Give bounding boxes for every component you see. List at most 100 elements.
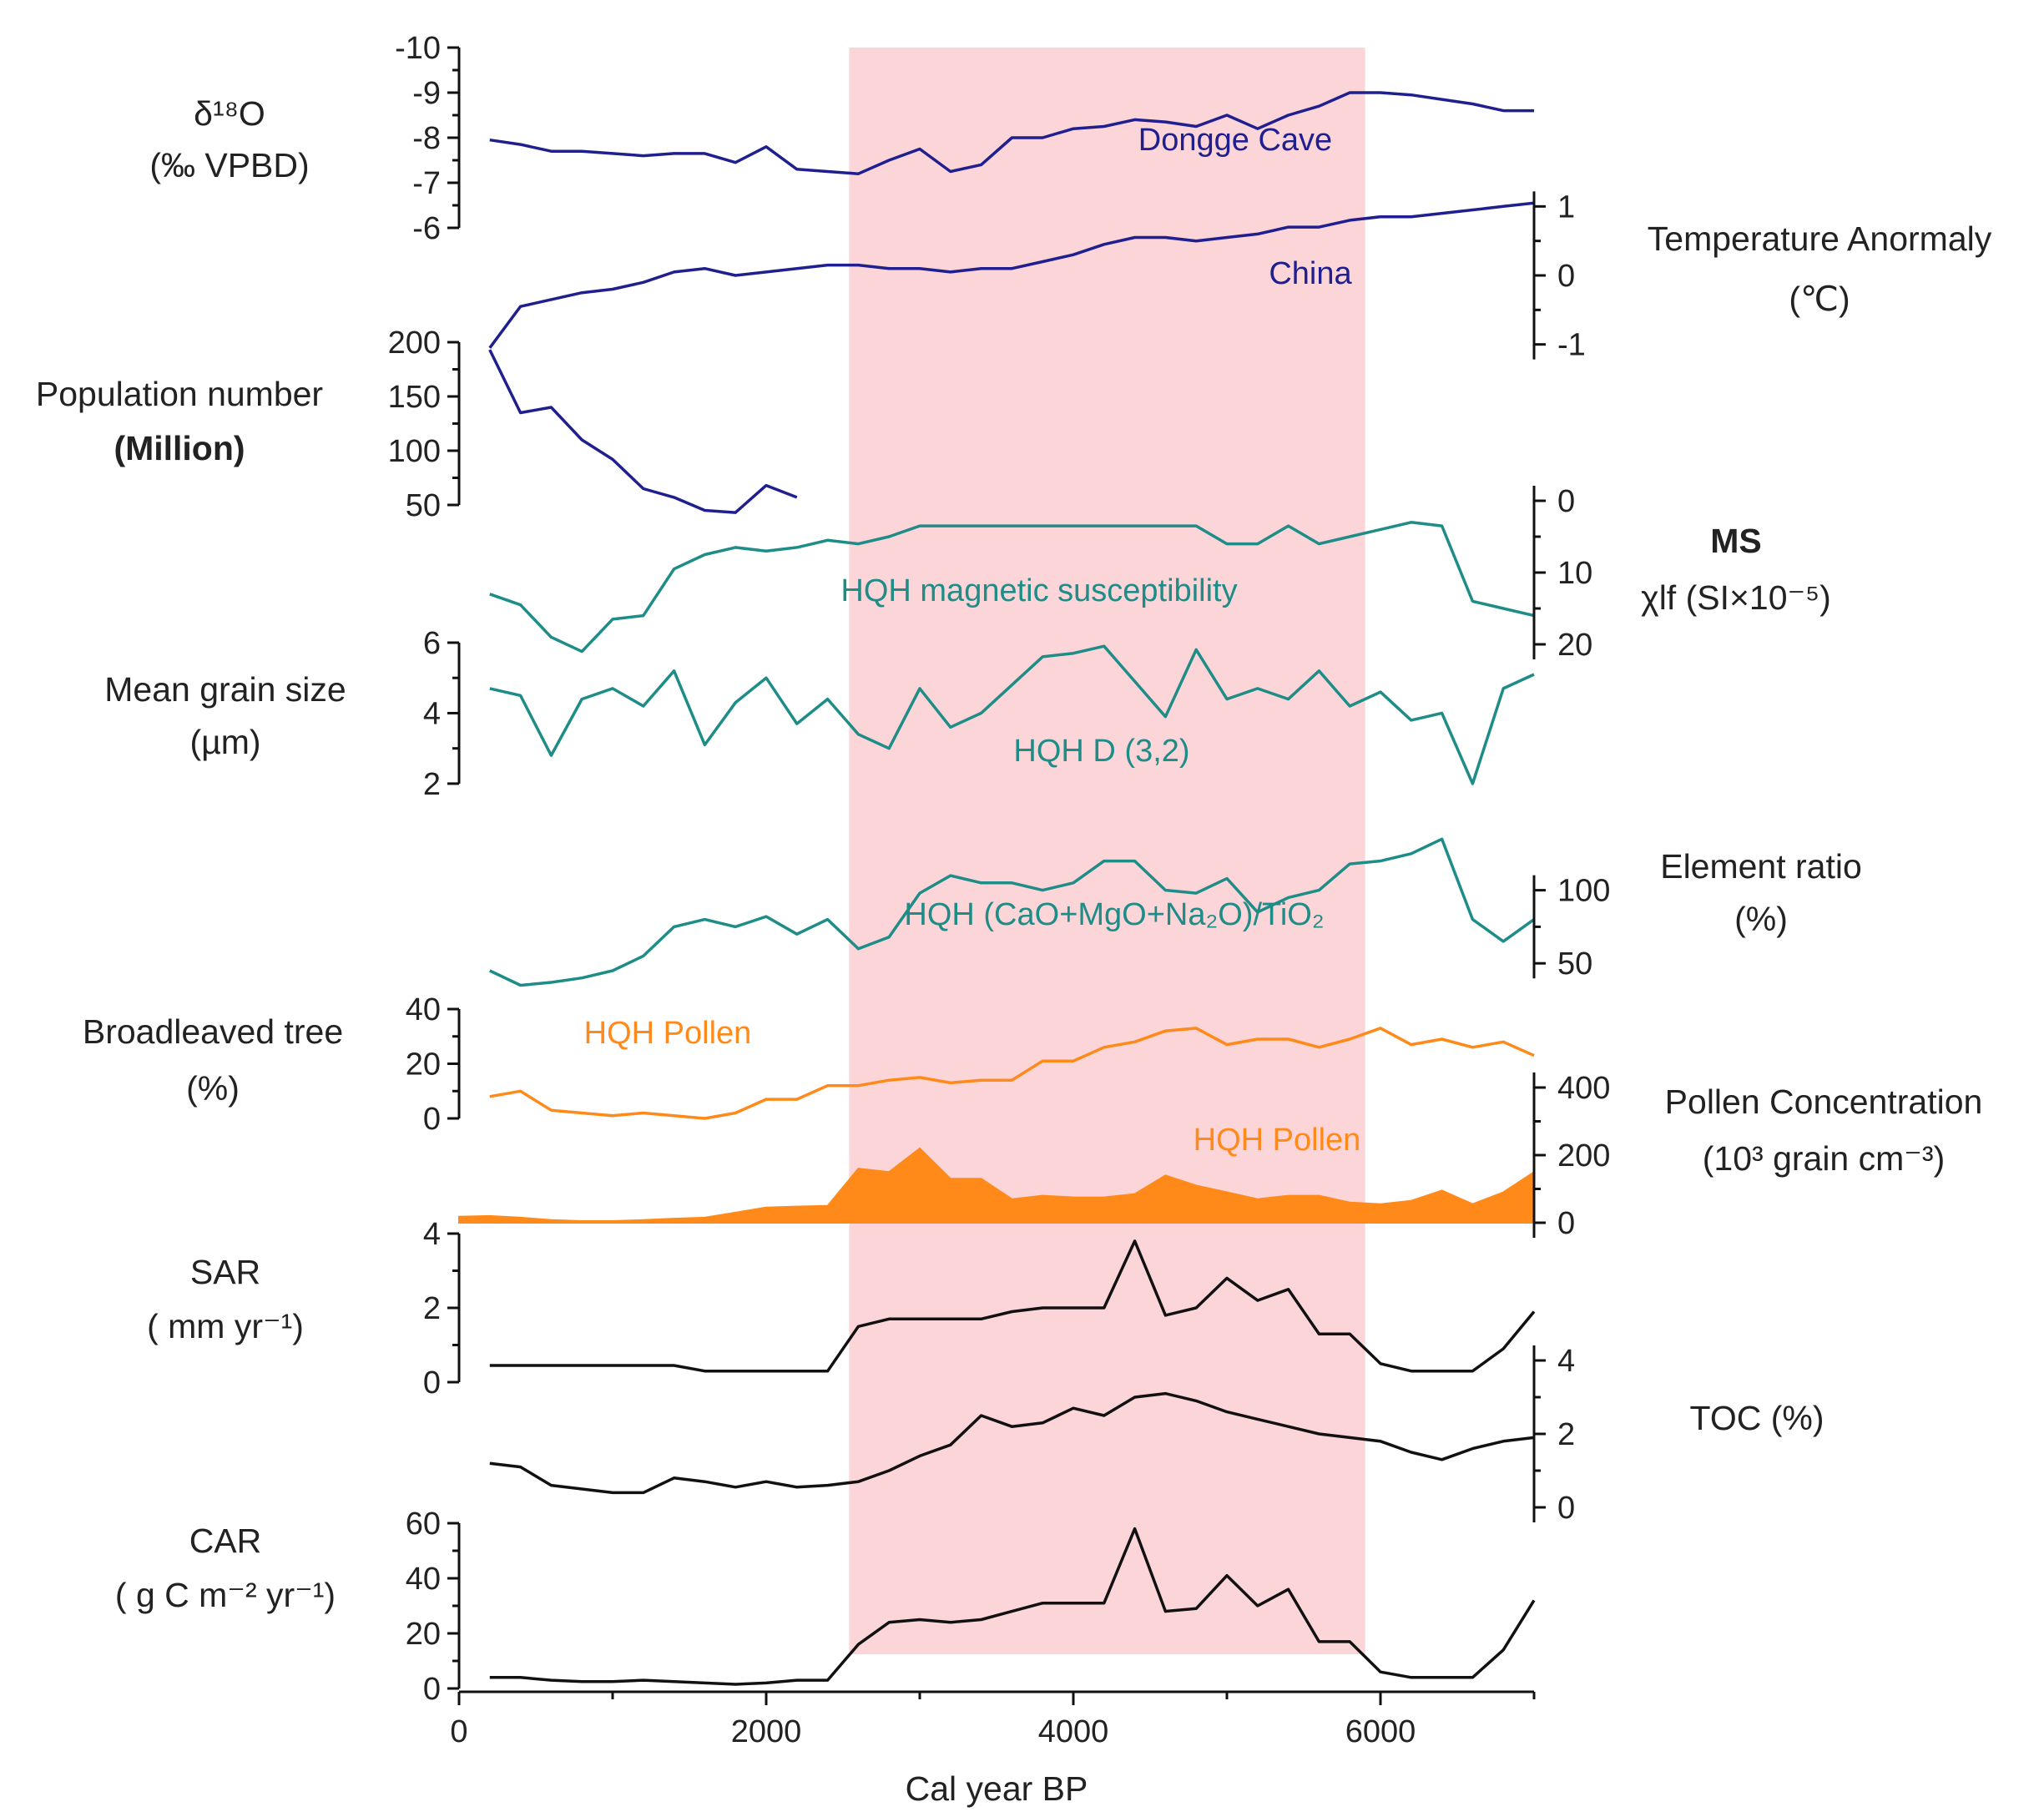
x-tick-label-2: 4000 xyxy=(1038,1714,1109,1749)
tick-label-pop-3: 200 xyxy=(388,326,441,361)
series-temp: China xyxy=(488,201,1535,349)
axis-title-grain-1: (µm) xyxy=(189,723,260,761)
series-d18o: Dongge Cave xyxy=(489,91,1534,175)
tick-label-grain-1: 4 xyxy=(423,696,441,731)
axis-title-concentration-0: Pollen Concentration xyxy=(1665,1083,1983,1121)
line-grain xyxy=(489,644,1535,785)
tick-label-grain-2: 6 xyxy=(423,626,441,661)
axis-title-ms-0: MS xyxy=(1710,522,1762,560)
highlight-band xyxy=(849,48,1365,1654)
axis-title-d18o-0: δ¹⁸O xyxy=(194,94,265,133)
series-label-ms: HQH magnetic susceptibility xyxy=(840,573,1237,608)
tick-label-d18o-1: -9 xyxy=(412,76,441,111)
axis-title-pop-0: Population number xyxy=(36,375,323,413)
series-broadleaf: HQH Pollen xyxy=(489,1016,1535,1120)
tick-label-sar-0: 0 xyxy=(423,1365,441,1401)
tick-label-broadleaf-0: 0 xyxy=(423,1102,441,1137)
tick-label-concentration-1: 200 xyxy=(1557,1138,1610,1173)
axis-title-ratio-0: Element ratio xyxy=(1660,847,1862,886)
line-pop xyxy=(488,349,798,514)
line-ratio xyxy=(489,837,1536,987)
x-tick-label-0: 0 xyxy=(450,1714,467,1749)
axis-car: 0 20 40 60 CAR ( g C m⁻² yr⁻¹) xyxy=(115,1507,461,1707)
tick-label-pop-0: 50 xyxy=(406,488,441,523)
tick-label-pop-2: 150 xyxy=(388,380,441,415)
series-car xyxy=(489,1527,1536,1686)
tick-label-car-1: 20 xyxy=(406,1617,441,1652)
line-ms xyxy=(489,521,1535,654)
tick-label-ratio-0: 50 xyxy=(1557,946,1592,982)
x-tick-label-1: 2000 xyxy=(731,1714,802,1749)
line-car xyxy=(489,1527,1536,1686)
tick-label-grain-0: 2 xyxy=(423,767,441,802)
line-temp xyxy=(488,201,1535,349)
series-grain: HQH D (3,2) xyxy=(489,644,1535,785)
axis-title-car-0: CAR xyxy=(189,1522,262,1560)
axis-title-grain-0: Mean grain size xyxy=(104,670,346,709)
tick-label-temp-0: -1 xyxy=(1557,328,1586,363)
axis-title-sar-1: ( mm yr⁻¹) xyxy=(147,1307,304,1345)
axis-toc: 0 2 4 TOC (%) xyxy=(1532,1344,1824,1526)
x-tick-label-3: 6000 xyxy=(1345,1714,1416,1749)
tick-label-sar-1: 2 xyxy=(423,1291,441,1326)
tick-label-car-2: 40 xyxy=(406,1562,441,1597)
axis-title-broadleaf-1: (%) xyxy=(186,1069,240,1108)
tick-label-d18o-3: -7 xyxy=(412,166,441,201)
axis-title-car-1: ( g C m⁻² yr⁻¹) xyxy=(115,1576,336,1614)
tick-label-sar-2: 4 xyxy=(423,1217,441,1252)
series-label-broadleaf: HQH Pollen xyxy=(584,1016,752,1051)
axis-d18o: -10 -9 -8 -7 -6 δ¹⁸O (‰ VPBD) xyxy=(149,31,461,246)
tick-label-d18o-0: -10 xyxy=(395,31,441,66)
tick-label-concentration-2: 400 xyxy=(1557,1071,1610,1106)
series-label-concentration: HQH Pollen xyxy=(1194,1123,1361,1158)
axis-title-ratio-1: (%) xyxy=(1734,900,1788,938)
series-label-d18o: Dongge Cave xyxy=(1138,123,1332,158)
series-sar xyxy=(489,1239,1536,1373)
tick-label-pop-1: 100 xyxy=(388,434,441,469)
line-toc xyxy=(489,1391,1535,1495)
axis-broadleaf: 0 20 40 Broadleaved tree (%) xyxy=(83,992,461,1137)
series-toc xyxy=(489,1391,1535,1495)
tick-label-ms-0: 0 xyxy=(1557,484,1575,519)
axis-title-pop-1: (Million) xyxy=(114,429,245,467)
axis-title-sar-0: SAR xyxy=(190,1253,260,1291)
axis-title-temp-1: (℃) xyxy=(1789,280,1850,318)
axis-pop: 50 100 150 200 Population number (Million) xyxy=(36,326,461,523)
axis-concentration: 0 200 400 Pollen Concentration (10³ grain cm… xyxy=(1532,1071,1983,1241)
tick-label-temp-2: 1 xyxy=(1557,189,1575,225)
tick-label-toc-1: 2 xyxy=(1557,1417,1575,1452)
axis-title-broadleaf-0: Broadleaved tree xyxy=(83,1012,343,1051)
axis-sar: 0 2 4 SAR ( mm yr⁻¹) xyxy=(147,1217,461,1401)
series-ms: HQH magnetic susceptibility xyxy=(489,521,1535,654)
tick-label-broadleaf-1: 20 xyxy=(406,1047,441,1083)
tick-label-ratio-1: 100 xyxy=(1557,874,1610,909)
area-concentration xyxy=(458,1147,1535,1224)
tick-label-car-0: 0 xyxy=(423,1672,441,1707)
tick-label-temp-1: 0 xyxy=(1557,259,1575,294)
axis-title-ms-1: χlf (SI×10⁻⁵) xyxy=(1641,578,1831,617)
tick-label-ms-2: 20 xyxy=(1557,628,1592,663)
axis-grain: 2 4 6 Mean grain size (µm) xyxy=(104,626,461,802)
tick-label-ms-1: 10 xyxy=(1557,556,1592,591)
line-broadleaf xyxy=(489,1027,1535,1120)
axis-title-temp-0: Temperature Anormaly xyxy=(1648,220,1992,258)
tick-label-toc-0: 0 xyxy=(1557,1491,1575,1526)
series-label-grain: HQH D (3,2) xyxy=(1013,734,1189,769)
x-axis-title: Cal year BP xyxy=(906,1769,1088,1808)
line-d18o xyxy=(489,91,1534,175)
tick-label-broadleaf-2: 40 xyxy=(406,992,441,1027)
axis-temp: -1 0 1 Temperature Anormaly (℃) xyxy=(1532,189,1992,363)
series-label-ratio: HQH (CaO+MgO+Na₂O)/TiO₂ xyxy=(904,897,1324,932)
line-sar xyxy=(489,1239,1536,1373)
series-label-temp: China xyxy=(1269,256,1352,291)
axis-ratio: 50 100 Element ratio (%) xyxy=(1532,847,1862,982)
axis-title-concentration-1: (10³ grain cm⁻³) xyxy=(1703,1139,1945,1178)
tick-label-concentration-0: 0 xyxy=(1557,1206,1575,1241)
series-concentration: HQH Pollen xyxy=(458,1123,1535,1224)
tick-label-d18o-2: -8 xyxy=(412,121,441,156)
series-pop xyxy=(488,349,798,514)
axis-ms: 0 10 20 MS χlf (SI×10⁻⁵) xyxy=(1532,484,1831,663)
tick-label-d18o-4: -6 xyxy=(412,211,441,246)
axis-title-d18o-1: (‰ VPBD) xyxy=(149,146,309,184)
